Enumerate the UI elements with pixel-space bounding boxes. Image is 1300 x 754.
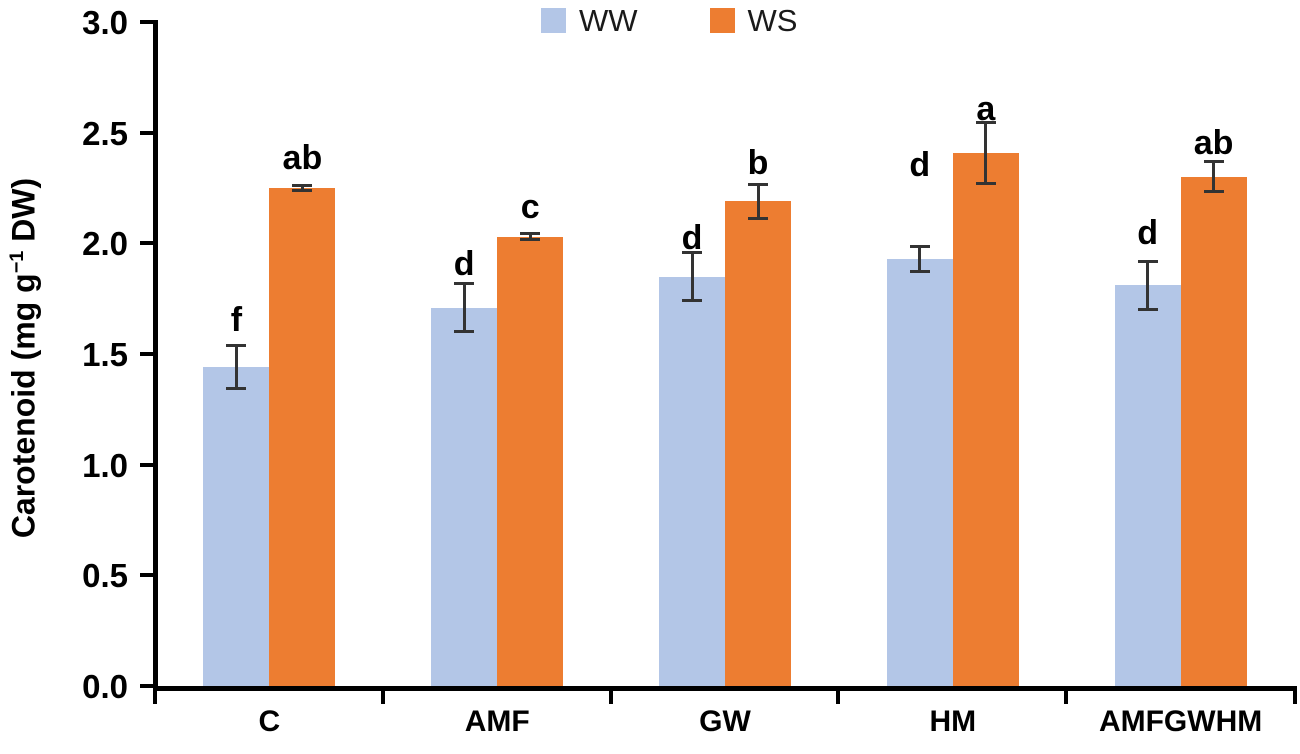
sig-letter-ws-hm: a [976,90,996,129]
sig-letter-ww-hm: d [909,145,931,184]
error-bar-line-ww-gw [690,252,694,301]
x-category-label-c: C [258,705,281,738]
error-bar-cap-top [454,282,475,286]
error-bar-cap-top [975,120,996,124]
x-category-label-gw: GW [699,705,751,738]
sig-letter-ww-c: f [230,300,243,339]
sig-letter-ws-amfgwhm: ab [1193,123,1234,162]
error-bar-cap-top [226,344,247,348]
legend-label-ww: WW [579,3,638,38]
x-tick [153,691,157,704]
bar-ww-gw [659,276,725,686]
error-bar-cap-top [682,251,702,255]
error-bar-cap-bottom [292,189,313,193]
y-tick [140,573,153,578]
x-tick [1064,691,1069,704]
error-bar-cap-bottom [454,329,475,333]
error-bar-line-ww-hm [918,245,922,273]
y-tick [140,462,153,467]
y-tick [140,352,153,356]
y-tick-label: 0.0 [82,668,128,705]
error-bar-cap-bottom [226,387,247,391]
error-bar-cap-bottom [520,238,541,241]
error-bar-cap-bottom [748,216,768,220]
error-bar-cap-top [1137,260,1158,264]
error-bar-cap-top [909,244,930,248]
error-bar-line-ws-gw [756,183,760,219]
x-category-label-hm: HM [929,705,977,738]
bar-ws-hm [952,152,1019,686]
error-bar-cap-bottom [975,181,996,185]
error-bar-cap-top [1203,160,1224,164]
sig-letter-ww-amf: d [453,245,475,284]
error-bar-line-ws-c [300,184,304,192]
error-bar-cap-top [520,232,541,236]
y-tick [140,20,153,24]
x-tick [380,691,385,704]
legend-swatch-ws [709,8,735,33]
error-bar-cap-bottom [682,298,702,302]
x-category-label-amf: AMF [464,705,530,738]
bar-ww-hm [886,258,953,686]
sig-letter-ws-c: ab [282,139,323,178]
bar-ww-amf [431,307,498,686]
x-tick [608,691,613,704]
y-tick [140,241,153,246]
sig-letter-ws-amf: c [520,187,540,226]
bar-ws-c [269,188,336,686]
legend-item-ws: WS [709,3,798,38]
error-bar-line-ww-amf [462,283,466,332]
bar-ww-amfgwhm [1114,285,1181,686]
sig-letter-ww-gw: d [681,218,703,257]
legend: WW WS [541,5,797,36]
y-tick-label: 2.5 [82,114,128,152]
error-bar-cap-bottom [1203,190,1224,194]
y-tick [140,684,153,688]
y-tick-label: 1.0 [82,446,128,484]
y-tick-label: 0.5 [82,557,128,595]
error-bar-cap-top [748,182,768,186]
sig-letter-ww-amfgwhm: d [1137,214,1158,253]
error-bar-cap-top [292,183,313,187]
x-tick [1293,691,1297,704]
bar-ws-amfgwhm [1180,176,1247,686]
legend-label-ws: WS [747,3,798,38]
y-tick-label: 1.5 [82,336,128,373]
error-bar-line-ws-amf [528,233,532,240]
error-bar-cap-bottom [909,270,930,274]
bar-ws-amf [497,236,564,686]
bar-ww-c [203,367,270,686]
error-bar-cap-bottom [1137,307,1158,311]
error-bar-line-ws-hm [984,121,988,184]
y-axis-line [153,20,158,691]
bar-ws-gw [725,201,791,686]
sig-letter-ws-gw: b [747,143,769,182]
y-tick [140,130,153,135]
error-bar-line-ww-amfgwhm [1146,261,1150,310]
error-bar-line-ww-c [234,345,238,390]
legend-swatch-ww [541,8,566,33]
y-tick-label: 3.0 [82,4,128,41]
error-bar-line-ws-amfgwhm [1212,161,1216,193]
x-axis-line [153,686,1297,691]
x-category-label-amfgwhm: AMFGWHM [1098,705,1263,738]
legend-item-ww: WW [541,5,638,36]
x-tick [836,691,841,704]
y-tick-label: 2.0 [82,225,128,263]
